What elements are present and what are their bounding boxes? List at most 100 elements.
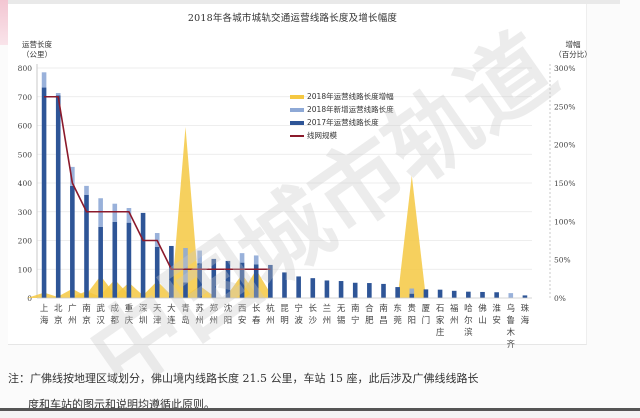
bar-2017 (352, 282, 358, 298)
left-tick-label: 600 (18, 122, 33, 131)
growth-area (171, 127, 200, 299)
category-label: 家 (436, 315, 445, 326)
category-label: 贵 (408, 303, 417, 314)
left-tick-label: 300 (18, 208, 33, 217)
growth-area (397, 175, 426, 298)
right-axis-title: 增幅 （百分比） (548, 40, 598, 60)
category-label: 长 (252, 303, 261, 314)
bar-2017 (466, 291, 471, 298)
legend-item-new-length: 2018年新增运营线路长度 (290, 103, 394, 116)
category-label: 京 (54, 315, 63, 326)
bar-2017 (367, 283, 372, 298)
category-label: 东 (393, 303, 402, 314)
category-label: 春 (252, 315, 261, 326)
bar-2017 (338, 281, 344, 298)
category-label: 南 (379, 303, 388, 314)
category-label: 乌 (507, 303, 516, 314)
category-label: 天 (153, 304, 162, 314)
category-label: 北 (54, 304, 63, 314)
category-label: 昌 (379, 316, 388, 326)
right-tick-label: 200% (554, 141, 575, 150)
category-label: 木 (507, 327, 516, 338)
right-tick-label: 50% (554, 256, 571, 265)
category-label: 宁 (294, 303, 303, 314)
bar-2018-new (239, 253, 245, 263)
bar-2018-new (197, 250, 202, 264)
right-axis-title-line1: 增幅 (565, 40, 581, 49)
category-label: 南 (82, 303, 91, 314)
top-border (0, 0, 620, 4)
legend-item-2017-length: 2017年运营线路长度 (290, 116, 394, 129)
category-label: 兰 (323, 303, 332, 314)
category-label: 宁 (351, 315, 360, 326)
category-label: 淮 (492, 303, 501, 314)
category-label: 哈 (464, 303, 473, 314)
combo-chart: 0 100 200 300 400 500 600 700 800 0% 50% 100% 150% 20… (18, 64, 575, 350)
left-axis-title-line1: 运营长度 (22, 40, 52, 49)
category-label: 石 (436, 304, 445, 314)
bar-2018-new (126, 208, 132, 223)
category-label: 锡 (337, 316, 346, 326)
category-label: 武 (96, 303, 105, 314)
category-label: 京 (82, 315, 91, 326)
bar-2018-new (508, 293, 514, 298)
bar-2017 (494, 292, 499, 298)
bar-2017 (126, 222, 132, 298)
footnote-line2: 度和车站的图示和说明均遵循此原则。 (28, 398, 215, 411)
category-label: 青 (181, 303, 190, 314)
right-tick-label: 100% (554, 217, 575, 226)
category-label: 齐 (507, 339, 516, 350)
bar-2017 (423, 289, 429, 298)
bar-2017 (282, 272, 287, 298)
legend-swatch-light-blue (290, 107, 304, 112)
category-label: 连 (167, 315, 176, 326)
right-axis-title-line2: （百分比） (554, 50, 592, 59)
page-edge-decoration (0, 0, 8, 45)
category-label: 州 (450, 316, 459, 326)
left-tick-label: 100 (18, 265, 33, 274)
category-label: 深 (139, 304, 148, 314)
bar-2017 (140, 212, 146, 298)
left-tick-label: 0 (27, 294, 32, 303)
category-label: 成 (111, 303, 120, 314)
bar-2017 (211, 258, 217, 298)
legend-label: 2017年运营线路长度 (307, 118, 379, 127)
bar-2017 (154, 246, 160, 298)
bar-2018-new (112, 203, 118, 222)
bar-2017 (480, 291, 485, 298)
category-label: 门 (422, 315, 431, 326)
bar-2018-new (55, 93, 61, 96)
footnote: 注：广佛线按地理区域划分，佛山境内线路长度 21.5 公里，车站 15 座，此后… (8, 366, 628, 418)
left-tick-label: 800 (18, 64, 33, 73)
category-label: 都 (111, 316, 120, 326)
left-axis-title: 运营长度 （公里） (12, 40, 62, 60)
chart-title: 2018年各城市城轨交通运营线路长度及增长幅度 (187, 13, 398, 24)
bar-2017 (225, 260, 231, 298)
left-tick-label: 700 (18, 93, 33, 102)
category-label: 沙 (309, 316, 318, 326)
category-label: 安 (492, 315, 501, 326)
bar-2017 (522, 295, 528, 298)
right-tick-label: 250% (554, 102, 575, 111)
category-label: 津 (153, 315, 162, 326)
category-label: 厦 (422, 304, 431, 314)
category-label: 尔 (464, 315, 473, 326)
category-label: 庆 (125, 315, 134, 326)
left-tick-label: 200 (18, 237, 33, 246)
bar-2018-new (183, 247, 188, 283)
category-label: 杭 (266, 303, 275, 314)
legend-line-red (290, 134, 304, 137)
bar-2017 (268, 264, 273, 298)
bar-2017 (409, 293, 415, 298)
category-label: 肥 (365, 316, 374, 326)
category-label: 珠 (521, 303, 530, 314)
bar-2018-new (41, 72, 47, 88)
category-label: 波 (294, 315, 303, 326)
category-label: 州 (195, 316, 204, 326)
category-label: 汉 (96, 316, 105, 326)
category-label: 昆 (280, 304, 289, 314)
category-label: 沈 (224, 303, 233, 314)
bar-2018-new (98, 198, 103, 227)
legend-item-network-scale: 线网规模 (290, 129, 394, 142)
